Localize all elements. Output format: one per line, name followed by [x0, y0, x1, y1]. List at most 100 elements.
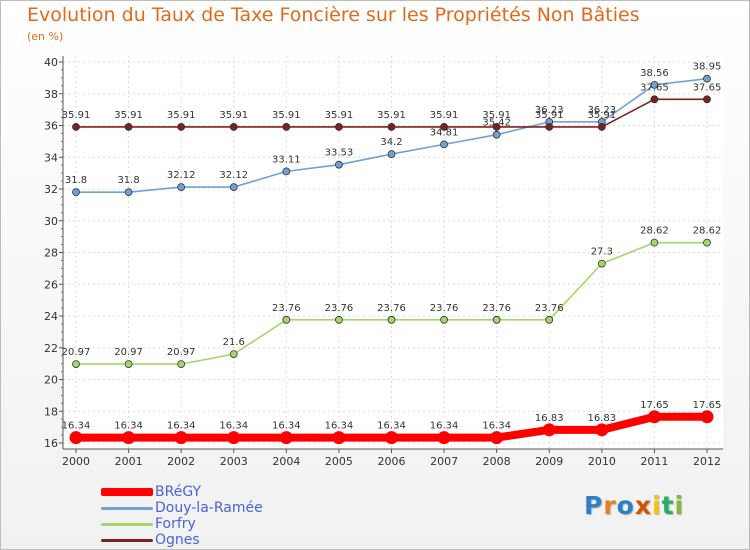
- data-point-bregy: [595, 423, 609, 437]
- y-tick-label-18: 18: [44, 405, 58, 418]
- data-point-ognes: [229, 123, 238, 131]
- data-label-ognes: 35.91: [430, 110, 459, 121]
- x-tick-label-2003: 2003: [220, 455, 248, 468]
- y-tick-label-36: 36: [44, 120, 58, 133]
- data-label-ognes: 35.91: [535, 110, 564, 121]
- chart-unit-label: (en %): [27, 30, 64, 43]
- data-point-forfry: [229, 350, 238, 359]
- x-tick-label-2011: 2011: [640, 455, 668, 468]
- y-tick-label-20: 20: [44, 374, 58, 387]
- data-label-forfry: 20.97: [62, 347, 91, 358]
- legend-item-bregy: BRéGY: [101, 484, 263, 500]
- data-label-ognes: 35.91: [62, 110, 91, 121]
- data-label-douy-la-ramee: 36.23: [535, 105, 564, 116]
- x-tick-label-2010: 2010: [588, 455, 616, 468]
- data-label-forfry: 28.62: [640, 226, 669, 237]
- legend-swatch-bregy: [101, 488, 153, 496]
- data-point-bregy: [490, 431, 504, 445]
- y-tick-label-26: 26: [44, 278, 58, 291]
- data-point-ognes: [703, 95, 711, 104]
- data-label-bregy: 16.34: [114, 421, 143, 432]
- legend-swatch-douy-la-ramee: [101, 506, 153, 510]
- data-point-forfry: [703, 238, 711, 247]
- chart-title: Evolution du Taux de Taxe Foncière sur l…: [27, 4, 640, 26]
- data-label-douy-la-ramee: 38.56: [640, 68, 669, 79]
- data-label-douy-la-ramee: 35.42: [482, 118, 511, 129]
- proxiti-logo: Proxiti: [584, 491, 685, 520]
- data-point-douy-la-ramee: [124, 188, 133, 197]
- data-point-douy-la-ramee: [387, 150, 396, 158]
- legend-label-forfry: Forfry: [155, 516, 196, 532]
- data-point-ognes: [545, 123, 554, 131]
- data-point-douy-la-ramee: [440, 140, 448, 149]
- data-point-bregy: [332, 431, 346, 445]
- data-label-forfry: 23.76: [482, 303, 511, 314]
- data-label-forfry: 20.97: [167, 347, 196, 358]
- data-label-ognes: 35.91: [167, 110, 196, 121]
- data-label-douy-la-ramee: 34.2: [380, 137, 402, 148]
- data-point-bregy: [174, 431, 188, 445]
- legend-item-douy-la-ramee: Douy-la-Ramée: [101, 500, 263, 516]
- data-label-forfry: 23.76: [535, 303, 564, 314]
- data-label-ognes: 35.91: [325, 110, 354, 121]
- x-tick-label-2005: 2005: [325, 455, 353, 468]
- data-label-douy-la-ramee: 38.95: [693, 62, 722, 73]
- data-label-ognes: 37.65: [693, 82, 722, 93]
- data-label-bregy: 16.34: [325, 421, 354, 432]
- data-point-ognes: [650, 95, 659, 104]
- data-label-forfry: 21.6: [223, 337, 245, 348]
- data-point-douy-la-ramee: [703, 74, 711, 83]
- data-point-bregy: [385, 431, 398, 445]
- data-label-ognes: 35.91: [377, 110, 406, 121]
- data-point-douy-la-ramee: [335, 160, 343, 169]
- data-label-ognes: 35.91: [588, 110, 617, 121]
- data-label-forfry: 28.62: [693, 226, 722, 237]
- data-label-bregy: 16.83: [535, 413, 564, 424]
- data-label-ognes: 35.91: [114, 110, 143, 121]
- data-label-bregy: 16.34: [430, 421, 459, 432]
- y-tick-label-32: 32: [44, 183, 58, 196]
- data-label-forfry: 23.76: [272, 303, 301, 314]
- data-point-douy-la-ramee: [650, 80, 659, 89]
- x-tick-label-2009: 2009: [535, 455, 563, 468]
- data-label-douy-la-ramee: 31.8: [65, 175, 87, 186]
- x-tick-label-2006: 2006: [378, 455, 406, 468]
- data-point-bregy: [542, 423, 556, 437]
- data-point-douy-la-ramee: [177, 183, 186, 191]
- x-tick-label-2000: 2000: [62, 455, 90, 468]
- data-label-douy-la-ramee: 33.11: [272, 154, 301, 165]
- y-tick-label-30: 30: [44, 215, 58, 228]
- x-tick-label-2001: 2001: [115, 455, 143, 468]
- data-point-ognes: [440, 123, 448, 131]
- data-label-bregy: 16.83: [588, 413, 617, 424]
- x-tick-label-2007: 2007: [430, 455, 458, 468]
- data-point-ognes: [597, 123, 606, 131]
- data-point-forfry: [124, 360, 133, 369]
- data-label-forfry: 27.3: [591, 247, 613, 258]
- data-label-forfry: 20.97: [114, 347, 143, 358]
- data-point-bregy: [69, 431, 83, 445]
- axis-layer: 16 18 20 22 24 26 28 30 32 34 36 38 40 2000 2001 2002 20…: [44, 56, 723, 468]
- data-label-bregy: 16.34: [482, 421, 511, 432]
- data-label-bregy: 16.34: [62, 421, 91, 432]
- data-label-layer: 16.34 16.34 16.34 16.34 16.34 16.34 16.34 16.34…: [62, 62, 722, 432]
- series-layer: [69, 74, 714, 445]
- data-point-forfry: [282, 315, 291, 324]
- legend-item-forfry: Forfry: [101, 516, 263, 532]
- data-point-bregy: [700, 410, 714, 424]
- data-point-forfry: [650, 238, 659, 247]
- legend-swatch-forfry: [101, 522, 153, 526]
- data-label-bregy: 17.65: [640, 400, 669, 411]
- y-tick-label-28: 28: [44, 247, 58, 260]
- y-tick-label-38: 38: [44, 88, 58, 101]
- data-label-forfry: 23.76: [377, 303, 406, 314]
- data-point-ognes: [335, 123, 343, 131]
- data-label-bregy: 16.34: [219, 421, 248, 432]
- legend: BRéGY Douy-la-Ramée Forfry Ognes: [101, 484, 263, 548]
- data-point-forfry: [387, 315, 396, 324]
- data-point-douy-la-ramee: [229, 183, 238, 191]
- y-tick-label-16: 16: [44, 437, 58, 450]
- data-label-douy-la-ramee: 32.12: [219, 170, 248, 181]
- data-point-ognes: [72, 123, 80, 131]
- data-point-bregy: [122, 431, 136, 445]
